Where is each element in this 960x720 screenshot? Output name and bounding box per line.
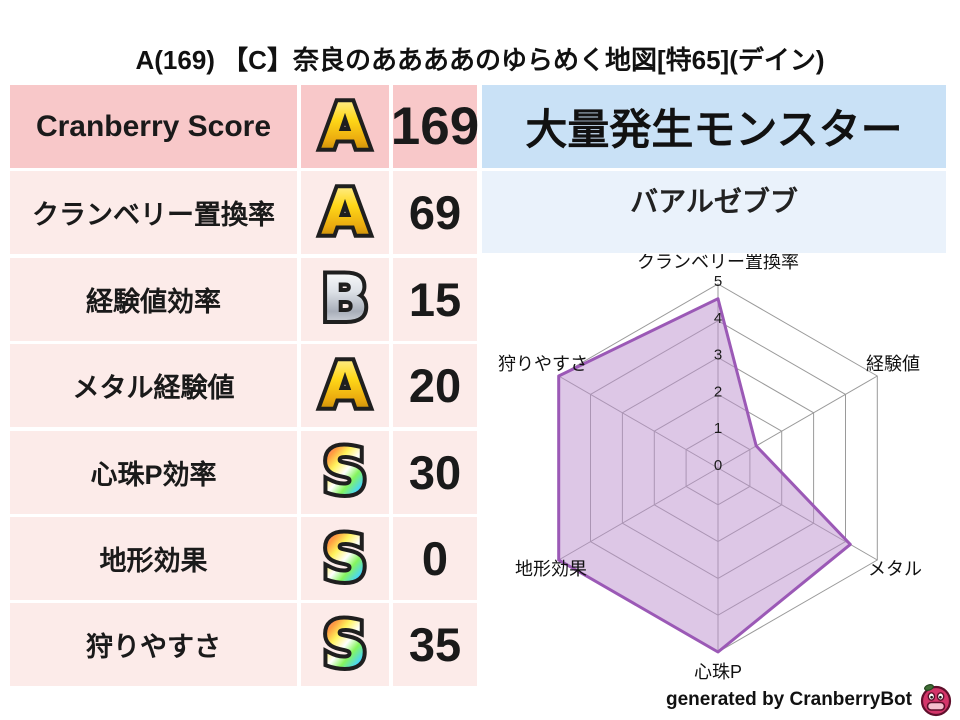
- grade-cell: SS: [301, 430, 389, 514]
- grade-letter: SS: [319, 435, 372, 509]
- grade-letter: AA: [317, 89, 373, 163]
- cranberrybot-icon: [920, 684, 952, 717]
- radar-tick-label: 4: [714, 310, 722, 327]
- stat-value: 30: [393, 430, 477, 514]
- monster-name: バアルゼブブ: [482, 171, 946, 253]
- stat-label-cell: 狩りやすさ: [10, 603, 297, 687]
- stat-label-cell: クランベリー置換率: [10, 171, 297, 255]
- stat-label: 心珠P効率: [90, 459, 217, 490]
- credit-text: generated by CranberryBot: [665, 689, 912, 710]
- radar-axis-label: 地形効果: [515, 559, 587, 579]
- table-row: 経験値効率 BB 15: [10, 257, 477, 341]
- radar-tick-label: 1: [714, 420, 722, 437]
- stat-value: 15: [393, 257, 477, 341]
- footer-credit: generated by CranberryBot: [666, 682, 954, 718]
- grade-letter: AA: [317, 348, 373, 422]
- grade-letter: AA: [317, 175, 373, 249]
- page-title: A(169) 【C】奈良のああああのゆらめく地図[特65](デイン): [135, 45, 825, 75]
- grade-cell: AA: [301, 344, 389, 428]
- grade-letter: SS: [319, 607, 372, 681]
- stat-label-cell: メタル経験値: [10, 344, 297, 428]
- radar-axis-label: クランベリー置換率: [637, 254, 799, 272]
- grade-cell: AA: [301, 85, 389, 168]
- grade-cell: BB: [301, 257, 389, 341]
- radar-tick-label: 0: [714, 457, 722, 474]
- stat-value: 20: [393, 344, 477, 428]
- stat-label-cell: 心珠P効率: [10, 430, 297, 514]
- radar-tick-label: 2: [714, 383, 722, 400]
- grade-cell: SS: [301, 603, 389, 687]
- grade-cell: AA: [301, 171, 389, 255]
- radar-axis-label: メタル: [868, 559, 922, 579]
- stat-value: 169: [391, 85, 479, 168]
- stat-label: クランベリー置換率: [32, 200, 275, 231]
- stat-label-cell: 地形効果: [10, 517, 297, 600]
- table-row: クランベリー置換率 AA 69: [10, 171, 477, 255]
- radar-chart: 0 1 2 3 4 5 クランベリー置換率経験値メタル心珠P 地形効果 狩りやすさ: [482, 252, 950, 702]
- stat-label: 経験値効率: [86, 286, 221, 317]
- table-row: メタル経験値 AA 20: [10, 344, 477, 428]
- stat-label: 地形効果: [99, 546, 208, 576]
- stat-label: メタル経験値: [72, 373, 235, 404]
- table-row: 地形効果 SS 0: [10, 517, 477, 600]
- stat-value: 69: [393, 171, 477, 255]
- table-row: 心珠P効率 SS 30: [10, 430, 477, 514]
- grade-letter: SS: [319, 521, 372, 595]
- table-row: Cranberry Score AA 169: [10, 85, 479, 168]
- stat-label: 狩りやすさ: [86, 632, 221, 663]
- stat-label-cell: 経験値効率: [10, 257, 297, 341]
- grade-cell: SS: [301, 517, 389, 600]
- stat-label: Cranberry Score: [35, 109, 272, 143]
- radar-axis-label: 狩りやすさ: [498, 354, 588, 374]
- table-row: 狩りやすさ SS 35: [10, 603, 477, 687]
- radar-axis-label: 経験値: [866, 354, 920, 374]
- stat-value: 0: [393, 517, 477, 600]
- monster-panel-header: 大量発生モンスター: [482, 85, 946, 168]
- grade-letter: BB: [317, 262, 372, 336]
- stat-label-cell: Cranberry Score: [10, 85, 297, 168]
- stat-value: 35: [393, 603, 477, 687]
- radar-tick-label: 5: [714, 273, 722, 290]
- radar-axis-label: 心珠P: [694, 662, 742, 682]
- radar-tick-label: 3: [714, 347, 722, 364]
- radar-data-polygon: [557, 297, 852, 654]
